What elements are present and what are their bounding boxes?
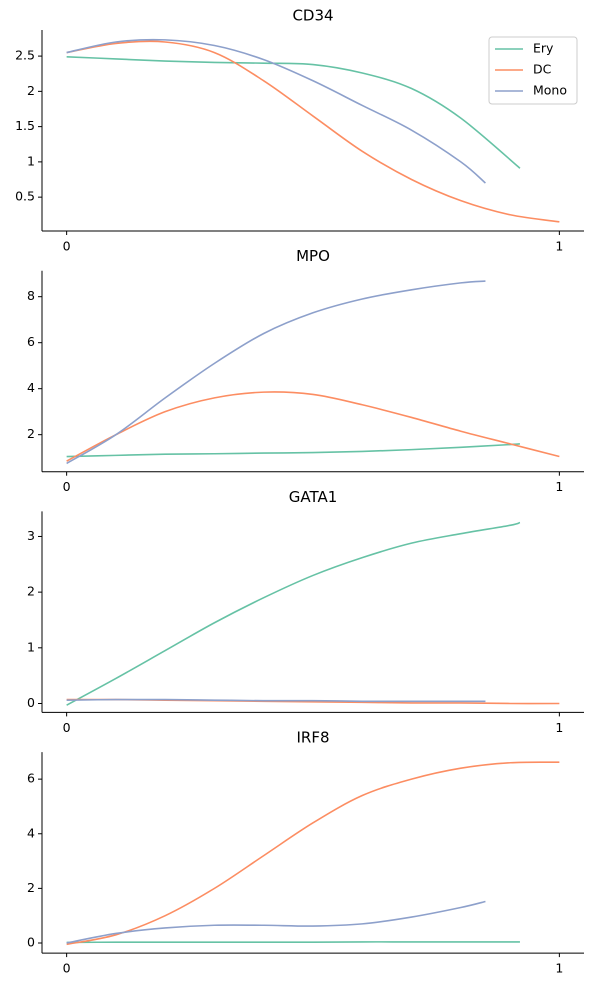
x-tick-label: 1 bbox=[555, 961, 563, 976]
y-tick-label: 2 bbox=[27, 584, 35, 599]
chart-title: MPO bbox=[296, 247, 330, 265]
x-tick-label: 0 bbox=[63, 720, 71, 735]
series-line bbox=[66, 443, 521, 458]
x-tick-label: 0 bbox=[63, 961, 71, 976]
y-tick-label: 6 bbox=[27, 334, 35, 349]
y-tick-label: 1 bbox=[27, 153, 35, 168]
legend-label: DC bbox=[533, 62, 552, 77]
x-tick-label: 0 bbox=[63, 479, 71, 494]
series-line bbox=[66, 521, 521, 706]
legend bbox=[488, 36, 578, 105]
y-tick-label: 2 bbox=[27, 83, 35, 98]
x-tick-label: 1 bbox=[555, 479, 563, 494]
series-line bbox=[66, 900, 486, 944]
x-tick-label: 0 bbox=[63, 239, 71, 254]
y-tick-label: 2 bbox=[27, 426, 35, 441]
y-tick-label: 2.5 bbox=[15, 48, 35, 63]
series-line bbox=[66, 761, 560, 946]
y-tick-label: 4 bbox=[27, 825, 35, 840]
y-tick-label: 6 bbox=[27, 771, 35, 786]
x-tick-label: 1 bbox=[555, 720, 563, 735]
x-tick-label: 1 bbox=[555, 239, 563, 254]
chart-title: GATA1 bbox=[289, 488, 338, 506]
y-tick-label: 0.5 bbox=[15, 189, 35, 204]
series-line bbox=[66, 280, 486, 465]
y-tick-label: 4 bbox=[27, 380, 35, 395]
chart-title: CD34 bbox=[292, 7, 333, 25]
y-tick-label: 0 bbox=[27, 934, 35, 949]
y-tick-label: 0 bbox=[27, 695, 35, 710]
legend-label: Mono bbox=[533, 83, 567, 98]
series-line bbox=[66, 391, 560, 462]
y-tick-label: 2 bbox=[27, 880, 35, 895]
series-line bbox=[66, 38, 486, 184]
series-line bbox=[66, 698, 486, 703]
series-line bbox=[66, 40, 560, 223]
legend-label: Ery bbox=[533, 41, 554, 56]
series-line bbox=[66, 56, 521, 169]
y-tick-label: 8 bbox=[27, 288, 35, 303]
y-tick-label: 1 bbox=[27, 639, 35, 654]
y-tick-label: 3 bbox=[27, 528, 35, 543]
series-line bbox=[66, 941, 520, 944]
chart-title: IRF8 bbox=[296, 729, 329, 747]
y-tick-label: 1.5 bbox=[15, 118, 35, 133]
